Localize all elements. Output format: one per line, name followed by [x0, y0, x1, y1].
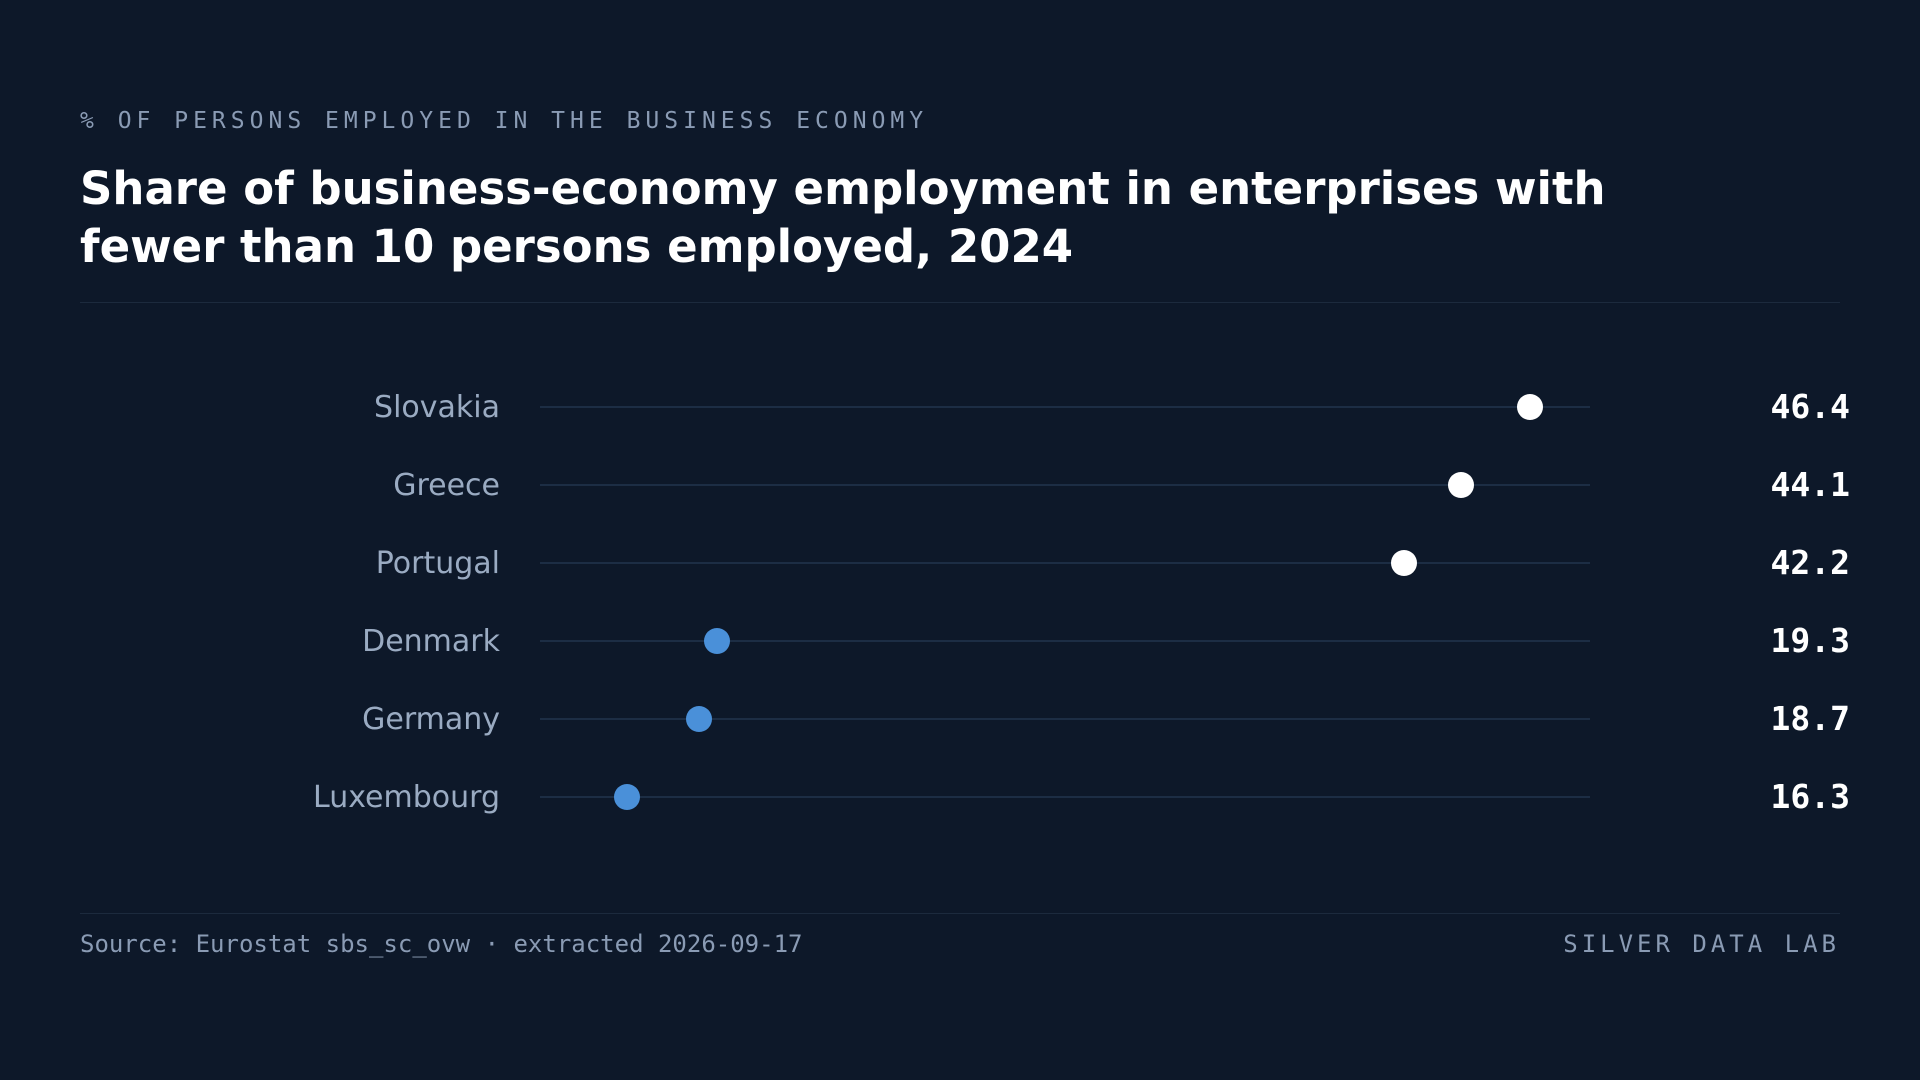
category-label: Greece	[393, 468, 500, 503]
data-point	[614, 784, 640, 810]
category-label: Slovakia	[374, 390, 500, 425]
header-divider	[80, 302, 1840, 303]
value-label: 16.3	[1771, 777, 1850, 816]
value-label: 19.3	[1771, 621, 1850, 660]
category-label: Denmark	[362, 624, 501, 659]
data-point	[686, 706, 712, 732]
chart-title: Share of business-economy employment in …	[80, 162, 1606, 273]
category-label: Germany	[362, 702, 500, 737]
value-label: 44.1	[1771, 465, 1850, 504]
data-point	[1517, 394, 1543, 420]
value-label: 46.4	[1771, 387, 1850, 426]
category-label: Luxembourg	[313, 780, 500, 815]
category-label: Portugal	[376, 546, 500, 581]
chart-kicker: % OF PERSONS EMPLOYED IN THE BUSINESS EC…	[80, 108, 929, 134]
value-label: 18.7	[1771, 699, 1850, 738]
data-point	[1391, 550, 1417, 576]
data-point	[704, 628, 730, 654]
value-label: 42.2	[1771, 543, 1850, 582]
data-point	[1448, 472, 1474, 498]
source-note: Source: Eurostat sbs_sc_ovw · extracted …	[80, 930, 803, 958]
brand-label: SILVER DATA LAB	[1563, 930, 1840, 958]
footer-divider	[80, 913, 1840, 914]
